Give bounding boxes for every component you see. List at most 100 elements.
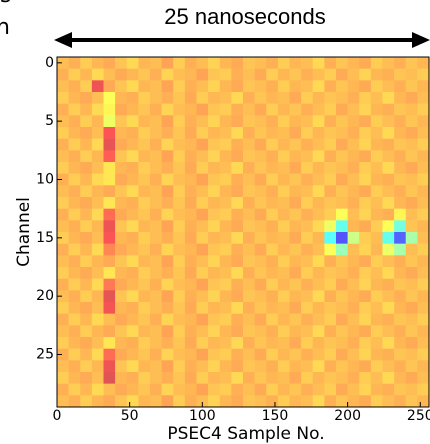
heat-cell [173,173,186,186]
heat-cell [417,138,430,151]
heat-cell [277,383,290,396]
heat-cell [243,232,255,244]
heat-cell [103,372,116,384]
heat-cell [382,127,395,139]
heat-cell [394,115,407,128]
clipped-text: n [0,15,10,40]
heat-cell [254,127,267,139]
heat-cell [370,68,383,81]
heat-cell [370,80,383,93]
heat-cell [312,185,325,198]
heat-cell [150,337,162,349]
heat-cell [336,325,348,338]
heat-cell [231,372,244,384]
heat-cell [347,383,360,396]
heat-cell [196,185,209,198]
heat-cell [161,150,174,163]
heat-cell [126,127,139,139]
heat-cell [173,337,186,349]
heat-cell [347,127,360,139]
heat-cell [68,302,81,314]
heat-cell [382,162,395,174]
heat-cell [336,162,348,174]
heat-cell [289,232,302,244]
heat-cell [289,337,302,349]
heat-cell [254,383,267,396]
heat-cell [370,337,383,349]
heat-cell [417,220,430,233]
heat-cell [184,313,197,326]
heat-cell [359,267,372,279]
heat-cell [138,208,151,221]
heat-cell [289,115,302,128]
heat-cell [208,115,221,128]
heat-cell [126,103,139,116]
heat-cell [126,348,139,361]
heat-cell [173,255,186,268]
heat-cell [382,185,395,198]
heat-cell [219,103,232,116]
heat-cell [324,80,337,93]
heat-cell [405,348,418,361]
heat-cell [336,185,348,198]
heat-cell [196,395,209,408]
heat-cell [150,162,162,174]
heat-cell [208,267,221,279]
heat-cell [266,92,279,104]
heat-cell [231,383,244,396]
heat-cell [394,267,407,279]
heat-cell [312,325,325,338]
heat-cell [254,348,267,361]
heat-cell [359,360,372,373]
heat-cell [150,232,162,244]
heat-cell [173,278,186,291]
heat-cell [336,80,348,93]
heat-cell [312,372,325,384]
heat-cell [382,243,395,256]
heat-cell [208,255,221,268]
heat-cell [219,220,232,233]
heat-cell [126,243,139,256]
heat-cell [115,80,128,93]
heat-cell [184,348,197,361]
heat-cell [301,302,314,314]
heat-cell [394,325,407,338]
heat-cell [347,162,360,174]
heat-cell [68,325,81,338]
heat-cell [359,220,372,233]
heat-cell [68,255,81,268]
heat-cell [208,127,221,139]
heat-cell [324,243,337,256]
heat-cell [231,360,244,373]
heat-cell [243,243,255,256]
heat-cell [266,197,279,209]
heat-cell [184,197,197,209]
heat-cell [196,138,209,151]
heat-cell [126,185,139,198]
heat-cell [359,150,372,163]
heat-cell [289,348,302,361]
heat-cell [208,302,221,314]
heat-cell [91,208,104,221]
heat-cell [208,68,221,81]
heat-cell [196,173,209,186]
heat-cell [150,68,162,81]
heat-cell [359,372,372,384]
heat-cell [138,68,151,81]
heat-cell [417,255,430,268]
heat-cell [301,115,314,128]
heat-cell [417,325,430,338]
heat-cell [417,243,430,256]
heat-cell [196,383,209,396]
heat-cell [57,92,69,104]
heat-cell [115,290,128,303]
heat-cell [359,197,372,209]
heat-cell [115,395,128,408]
heat-cell [266,162,279,174]
heat-cell [138,255,151,268]
heat-cell [394,372,407,384]
heat-cell [266,127,279,139]
heat-cell [254,115,267,128]
heat-cell [347,57,360,69]
heat-cell [173,197,186,209]
